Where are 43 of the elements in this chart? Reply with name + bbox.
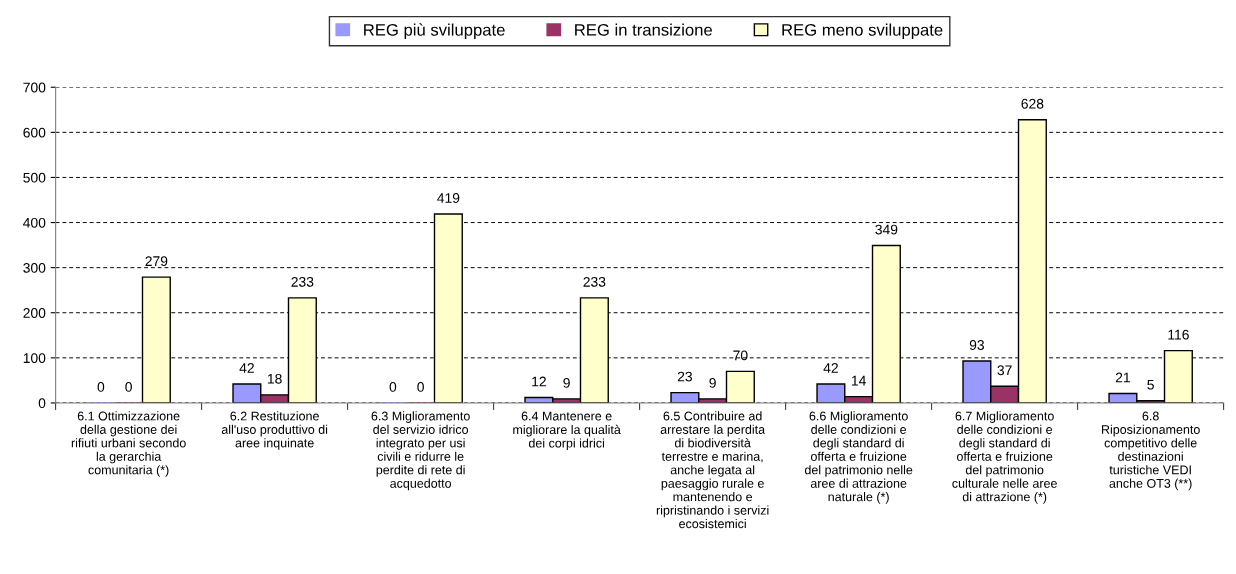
x-tick-label: 6.7 Miglioramento delle condizioni e degli standard di offerta e fruizione del patrimonio culturale nelle aree di attrazione (*) [952, 411, 1057, 504]
legend-label: REG più sviluppate [364, 23, 505, 40]
data-label: 9 [709, 377, 716, 388]
data-label: 14 [851, 375, 866, 386]
data-label: 279 [145, 256, 168, 267]
data-label: 349 [875, 224, 898, 235]
data-label: 5 [1147, 379, 1154, 390]
data-label: 42 [239, 363, 254, 373]
data-label: 23 [677, 371, 693, 382]
data-label: 233 [583, 276, 606, 287]
legend-label: REG meno sviluppate [782, 23, 943, 40]
y-tick-label: 200 [23, 308, 46, 318]
data-label: 419 [437, 193, 460, 203]
data-label: 233 [291, 276, 314, 287]
data-label: 9 [563, 377, 570, 388]
x-tick-label: 6.3 Miglioramento del servizio idrico integrato per usi civili e ridurre le perdite di rete di acquedotto [371, 411, 470, 491]
legend-label: REG in transizione [575, 23, 712, 36]
data-label: 0 [417, 382, 424, 392]
y-tick-label: 100 [23, 353, 46, 364]
x-tick-label: 6.8 Riposizionamento competitivo delle destinazioni turistiche VEDI anche OT3 (**) [1101, 411, 1200, 491]
y-tick-label: 500 [23, 172, 46, 183]
data-label: 42 [823, 363, 838, 373]
category-label: 6.5 Contribuire ad arrestare la perdita di biodiversità terrestre e marina, anche legata al paesaggio rurale e mantenendo e ripristinando i servizi ecosistemici [656, 411, 769, 529]
data-label: 70 [733, 350, 748, 361]
data-label: 0 [97, 382, 105, 392]
x-tick-label: 6.1 Ottimizzazione della gestione dei rifiuti urbani secondo la gerarchia comunitaria (*) [71, 411, 186, 477]
data-label: 37 [997, 365, 1012, 376]
data-label: 628 [1021, 98, 1044, 109]
data-label: 116 [1168, 329, 1189, 340]
data-label: 21 [1115, 372, 1130, 383]
data-label: 93 [969, 340, 985, 350]
data-label: 0 [389, 382, 397, 392]
y-tick-label: 600 [23, 127, 46, 138]
y-tick-label: 400 [23, 217, 46, 228]
x-tick-label: 6.2 Restituzione all'uso produttivo di aree inquinate [221, 411, 328, 450]
y-tick-label: 0 [38, 398, 46, 409]
data-label: 0 [125, 382, 132, 392]
y-tick-label: 700 [23, 82, 46, 93]
x-tick-label: 6.4 Mantenere e migliorare la qualità dei corpi idrici [513, 411, 621, 451]
data-label: 12 [532, 376, 546, 387]
x-tick-label: 6.6 Miglioramento delle condizioni e degli standard di offerta e fruizione del patrimonio nelle aree di attrazione naturale (*) [804, 411, 913, 504]
y-tick-label: 300 [23, 262, 46, 273]
data-label: 18 [267, 373, 282, 384]
